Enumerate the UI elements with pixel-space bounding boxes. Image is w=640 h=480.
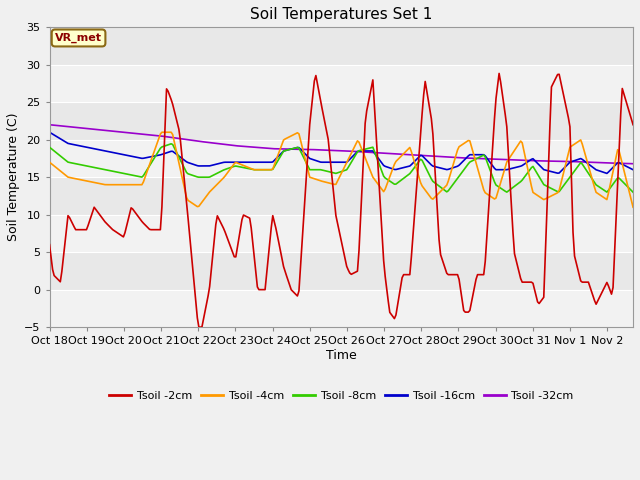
Legend: Tsoil -2cm, Tsoil -4cm, Tsoil -8cm, Tsoil -16cm, Tsoil -32cm: Tsoil -2cm, Tsoil -4cm, Tsoil -8cm, Tsoi… xyxy=(104,386,578,406)
Y-axis label: Soil Temperature (C): Soil Temperature (C) xyxy=(7,113,20,241)
Text: VR_met: VR_met xyxy=(55,33,102,43)
Bar xyxy=(49,140,633,177)
Bar xyxy=(49,65,633,102)
Bar xyxy=(49,289,633,327)
X-axis label: Time: Time xyxy=(326,349,356,362)
Title: Soil Temperatures Set 1: Soil Temperatures Set 1 xyxy=(250,7,433,22)
Bar xyxy=(49,215,633,252)
